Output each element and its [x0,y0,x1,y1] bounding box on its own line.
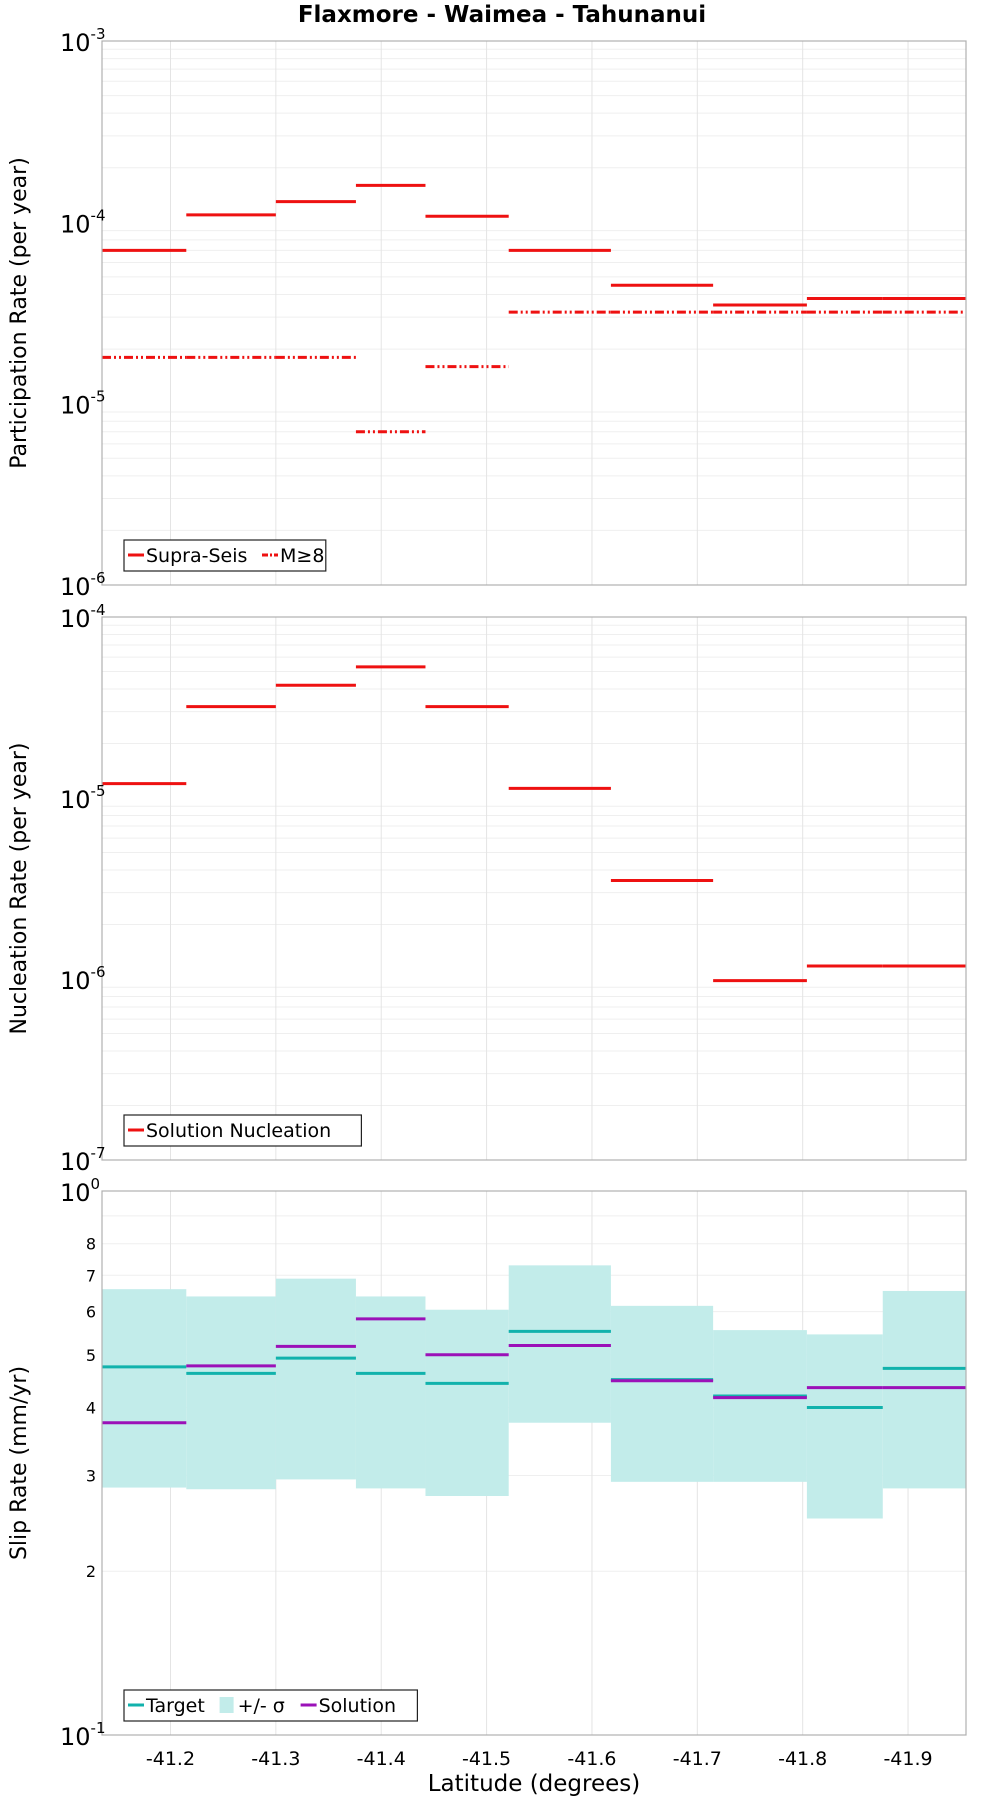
x-tick-label: -41.7 [673,1748,722,1770]
x-axis-label: Latitude (degrees) [428,1771,641,1797]
sigma-band-segment [186,1296,276,1490]
sigma-band-segment [355,1296,426,1489]
x-tick-label: -41.3 [251,1748,300,1770]
legend-label: Target [145,1695,205,1717]
x-tick-label: -41.2 [146,1748,195,1770]
x-tick-label: -41.9 [883,1748,932,1770]
plot-frame [101,40,967,586]
x-tick-label: -41.8 [778,1748,827,1770]
y-tick-label: 10-4 [60,206,106,238]
legend-label: Supra-Seis [146,545,247,567]
plot-frame [101,616,967,1161]
legend: Target +/- σ Solution [123,1689,418,1722]
y-tick-label: 10-4 [60,601,106,633]
legend-frame [123,539,327,572]
x-tick-label: -41.4 [357,1748,406,1770]
y-tick-label: 10-6 [60,963,106,995]
series-solution [102,1317,966,1425]
plot-frame [101,1190,967,1736]
legend-label: Solution [319,1695,396,1717]
y-minor-tick-label: 3 [86,1466,96,1485]
legend-label: +/- σ [238,1695,285,1717]
y-tick-label: 10-1 [60,1719,106,1751]
chart-title: Flaxmore - Waimea - Tahunanui [298,2,706,28]
y-minor-tick-label: 5 [86,1346,96,1365]
sigma-band-segment [102,1289,187,1488]
sigma-band-segment [425,1309,509,1497]
legend-label: Solution Nucleation [146,1120,331,1142]
sigma-band-segment [806,1334,883,1519]
legend-label: M≥8 [280,545,324,567]
panel-1: 10-3 10-4 10-5 10-6 Participation Rate (per … [7,25,967,601]
legend-frame [123,1689,418,1722]
legend: Solution Nucleation [123,1114,362,1147]
y-tick-label: 10-6 [60,569,106,601]
y-tick-label: 10-3 [60,25,106,57]
y-tick-label: 10-5 [60,782,106,814]
panel-3: 100 10-1 8 7 6 5 4 3 2 Slip Rate (mm/yr) Target +/-… [7,1175,967,1751]
y-tick-label: 10-7 [60,1144,106,1176]
sigma-band-segment [275,1278,356,1480]
y-axis-label: Participation Rate (per year) [7,157,32,469]
y-minor-tick-label: 4 [86,1398,96,1417]
sigma-band-segment [610,1305,714,1482]
y-minor-tick-label: 6 [86,1303,96,1322]
y-tick-label: 10-5 [60,388,106,420]
y-minor-tick-label: 8 [86,1235,96,1254]
x-axis: -41.2 -41.3 -41.4 -41.5 -41.6 -41.7 -41.8 -41.9 [146,1748,933,1770]
panel-2: 10-4 10-5 10-6 10-7 Nucleation Rate (per yea… [7,601,967,1176]
legend: Supra-Seis M≥8 [123,539,327,572]
series-m-8 [102,310,966,434]
sigma-band-segment [882,1290,966,1489]
y-axis-label: Slip Rate (mm/yr) [7,1366,32,1560]
y-tick-label: 100 [60,1175,100,1207]
x-tick-label: -41.5 [462,1748,511,1770]
sigma-band-segment [713,1330,807,1482]
y-axis-label: Nucleation Rate (per year) [7,743,32,1035]
legend-frame [123,1114,362,1147]
legend-swatch [219,1697,234,1713]
series-solution-nucleation [102,665,966,983]
y-minor-tick-label: 7 [86,1266,96,1285]
y-minor-tick-label: 2 [86,1562,96,1581]
x-tick-label: -41.6 [567,1748,616,1770]
series-supra-seis [102,183,966,307]
